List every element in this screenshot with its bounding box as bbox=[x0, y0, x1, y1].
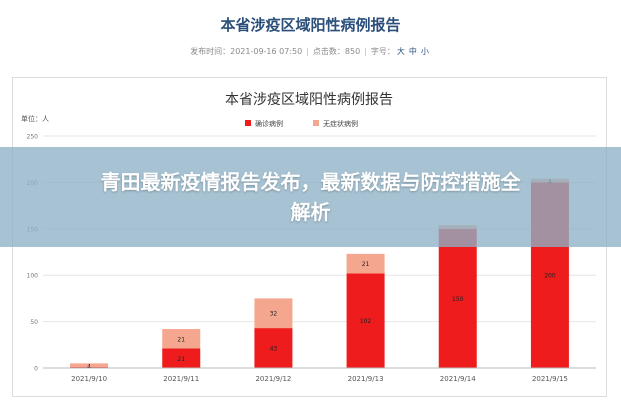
bar-1-0 bbox=[70, 363, 109, 368]
article-meta: 发布时间：2021-09-16 07:50 | 点击数：850 | 字号：大中小 bbox=[190, 47, 429, 56]
data-label-0-4: 150 bbox=[452, 296, 464, 303]
font-size-small-button[interactable]: 小 bbox=[420, 47, 429, 56]
publish-time: 发布时间：2021-09-16 07:50 bbox=[190, 47, 303, 56]
bar-0-2 bbox=[254, 328, 293, 368]
legend-label-0: 确诊病例 bbox=[255, 119, 283, 128]
x-tick-label-0: 2021/9/10 bbox=[71, 375, 107, 383]
y-tick-label-0: 0 bbox=[34, 366, 38, 373]
legend-swatch-0 bbox=[245, 120, 251, 126]
data-label-0-2: 43 bbox=[270, 346, 278, 353]
legend-swatch-1 bbox=[313, 120, 319, 126]
data-label-0-3: 102 bbox=[360, 318, 372, 325]
data-label-1-0: 4 bbox=[87, 363, 91, 370]
bar-1-2 bbox=[254, 298, 293, 329]
font-size-medium-button[interactable]: 中 bbox=[408, 47, 417, 56]
bar-1-1 bbox=[162, 329, 201, 349]
x-tick-label-3: 2021/9/13 bbox=[348, 375, 384, 383]
data-label-0-5: 200 bbox=[544, 273, 556, 280]
page-title: 本省涉疫区域阳性病例报告 bbox=[220, 16, 401, 34]
data-label-1-1: 21 bbox=[177, 336, 185, 343]
x-tick-label-1: 2021/9/11 bbox=[163, 375, 199, 383]
x-tick-label-4: 2021/9/14 bbox=[440, 375, 476, 383]
y-tick-label-5: 250 bbox=[27, 134, 39, 141]
chart-title: 本省涉疫区域阳性病例报告 bbox=[225, 92, 393, 108]
headline-banner: 青田最新疫情报告发布，最新数据与防控措施全解析 bbox=[0, 147, 621, 247]
x-tick-label-5: 2021/9/15 bbox=[532, 375, 568, 383]
click-count: 点击数：850 bbox=[312, 47, 361, 56]
bar-0-4 bbox=[438, 228, 477, 368]
x-tick-label-2: 2021/9/12 bbox=[255, 375, 291, 383]
font-size-label: 字号： bbox=[370, 47, 395, 56]
y-tick-label-1: 50 bbox=[30, 319, 38, 326]
banner-headline: 青田最新疫情报告发布，最新数据与防控措施全解析 bbox=[100, 170, 521, 224]
y-tick-label-2: 100 bbox=[27, 273, 39, 280]
data-label-1-3: 21 bbox=[362, 261, 370, 268]
data-label-0-1: 21 bbox=[177, 356, 185, 363]
font-size-large-button[interactable]: 大 bbox=[396, 47, 405, 56]
legend-label-1: 无症状病例 bbox=[323, 119, 358, 128]
bar-0-3 bbox=[346, 273, 385, 368]
bar-0-1 bbox=[162, 348, 201, 368]
y-axis-label: 单位：人 bbox=[21, 114, 49, 123]
bar-1-3 bbox=[346, 253, 385, 274]
data-label-1-2: 32 bbox=[270, 311, 278, 318]
